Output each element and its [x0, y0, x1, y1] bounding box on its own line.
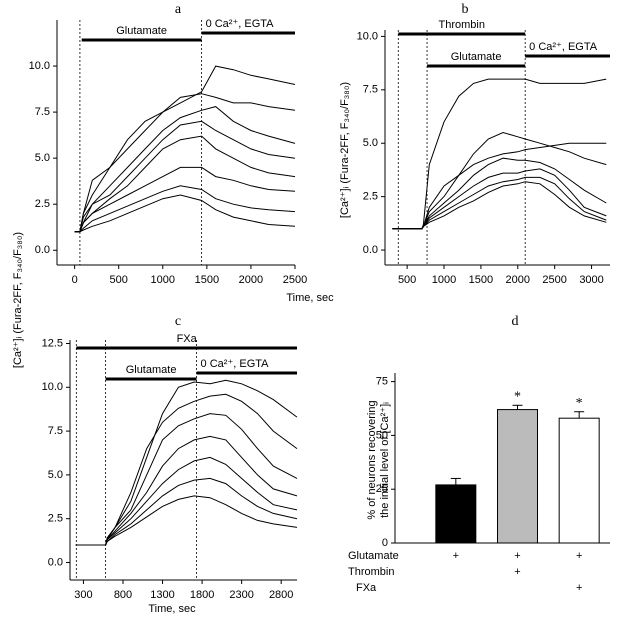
y-tick-label: 0.0	[48, 556, 63, 568]
y-tick-label: 10.0	[357, 30, 378, 42]
condition-mark: +	[453, 550, 459, 562]
trace	[392, 131, 607, 230]
y-axis-label: [Ca²⁺]ᵢ (Fura-2FF, F₃₄₀/F₃₈₀)	[339, 82, 351, 218]
trace	[392, 142, 607, 230]
y-tick-label: 0.0	[363, 244, 378, 256]
x-tick-label: 2000	[239, 274, 263, 286]
condition-label: FXa	[356, 582, 377, 594]
trace	[392, 168, 607, 230]
y-tick-label: 2.5	[48, 513, 63, 525]
x-tick-label: 1000	[432, 274, 456, 286]
trace	[75, 477, 298, 546]
trace	[75, 495, 298, 546]
condition-mark: +	[576, 550, 582, 562]
x-tick-label: 300	[74, 589, 92, 601]
trace	[74, 93, 296, 233]
treatment-label: 0 Ca²⁺, EGTA	[529, 41, 598, 53]
x-tick-label: 1500	[469, 274, 493, 286]
y-tick-label: 75	[376, 376, 388, 388]
y-tick-label: 50	[376, 429, 388, 441]
trace	[74, 120, 296, 233]
trace	[392, 157, 607, 230]
y-tick-label: 7.5	[363, 84, 378, 96]
y-tick-label: 0	[382, 537, 388, 549]
y-axis-label: % of neurons recovering	[366, 400, 378, 519]
y-tick-label: 5.0	[363, 137, 378, 149]
trace	[74, 106, 296, 233]
treatment-label: Glutamate	[451, 51, 502, 63]
trace	[75, 456, 298, 546]
panel-letter: c	[175, 314, 181, 329]
significance: *	[576, 396, 583, 411]
y-tick-label: 7.5	[35, 106, 50, 118]
x-tick-label: 1300	[150, 589, 174, 601]
trace	[74, 135, 296, 233]
treatment-label: 0 Ca²⁺, EGTA	[201, 358, 270, 370]
condition-label: Glutamate	[348, 550, 399, 562]
treatment-label: FXa	[177, 333, 198, 345]
y-tick-label: 25	[376, 483, 388, 495]
trace	[75, 413, 298, 546]
panel-letter: d	[512, 314, 519, 329]
bar	[558, 417, 600, 544]
trace	[74, 166, 296, 233]
bar	[435, 484, 477, 544]
panel-letter: a	[175, 2, 182, 17]
y-tick-label: 10.0	[29, 60, 50, 72]
x-tick-label: 500	[110, 274, 128, 286]
x-tick-label: 2500	[542, 274, 566, 286]
trace	[392, 181, 607, 230]
y-tick-label: 5.0	[35, 152, 50, 164]
x-tick-label: 2800	[269, 589, 293, 601]
trace	[74, 194, 296, 233]
trace	[392, 176, 607, 230]
treatment-label: Glutamate	[116, 25, 167, 37]
y-tick-label: 0.0	[35, 244, 50, 256]
x-axis-label: Time, sec	[286, 292, 334, 304]
x-tick-label: 800	[114, 589, 132, 601]
trace	[74, 185, 296, 233]
condition-mark: +	[514, 550, 520, 562]
x-tick-label: 2500	[283, 274, 307, 286]
y-tick-label: 7.5	[48, 425, 63, 437]
y-tick-label: 2.5	[363, 191, 378, 203]
x-tick-label: 1500	[195, 274, 219, 286]
trace	[75, 393, 298, 546]
condition-label: Thrombin	[348, 566, 394, 578]
x-tick-label: 2300	[229, 589, 253, 601]
trace	[392, 78, 607, 230]
trace	[74, 65, 296, 233]
significance: *	[514, 389, 521, 404]
x-tick-label: 1800	[190, 589, 214, 601]
x-axis-label: Time, sec	[148, 603, 196, 615]
treatment-label: Glutamate	[126, 364, 177, 376]
x-tick-label: 1000	[151, 274, 175, 286]
y-tick-label: 10.0	[42, 381, 63, 393]
x-tick-label: 2000	[506, 274, 530, 286]
y-tick-label: 12.5	[42, 337, 63, 349]
y-axis-label: [Ca²⁺]ᵢ (Fura-2FF, F₃₄₀/F₃₈₀)	[12, 232, 24, 368]
treatment-label: Thrombin	[438, 19, 484, 31]
y-tick-label: 2.5	[35, 198, 50, 210]
condition-mark: +	[514, 566, 520, 578]
condition-mark: +	[576, 582, 582, 594]
y-axis-label: the initial level of [Ca²⁺]ᵢ	[379, 402, 391, 518]
x-tick-label: 3000	[579, 274, 603, 286]
trace	[75, 435, 298, 546]
y-tick-label: 5.0	[48, 469, 63, 481]
x-tick-label: 500	[398, 274, 416, 286]
bar	[497, 409, 538, 544]
x-tick-label: 0	[72, 274, 78, 286]
panel-letter: b	[462, 2, 469, 17]
treatment-label: 0 Ca²⁺, EGTA	[206, 18, 275, 30]
